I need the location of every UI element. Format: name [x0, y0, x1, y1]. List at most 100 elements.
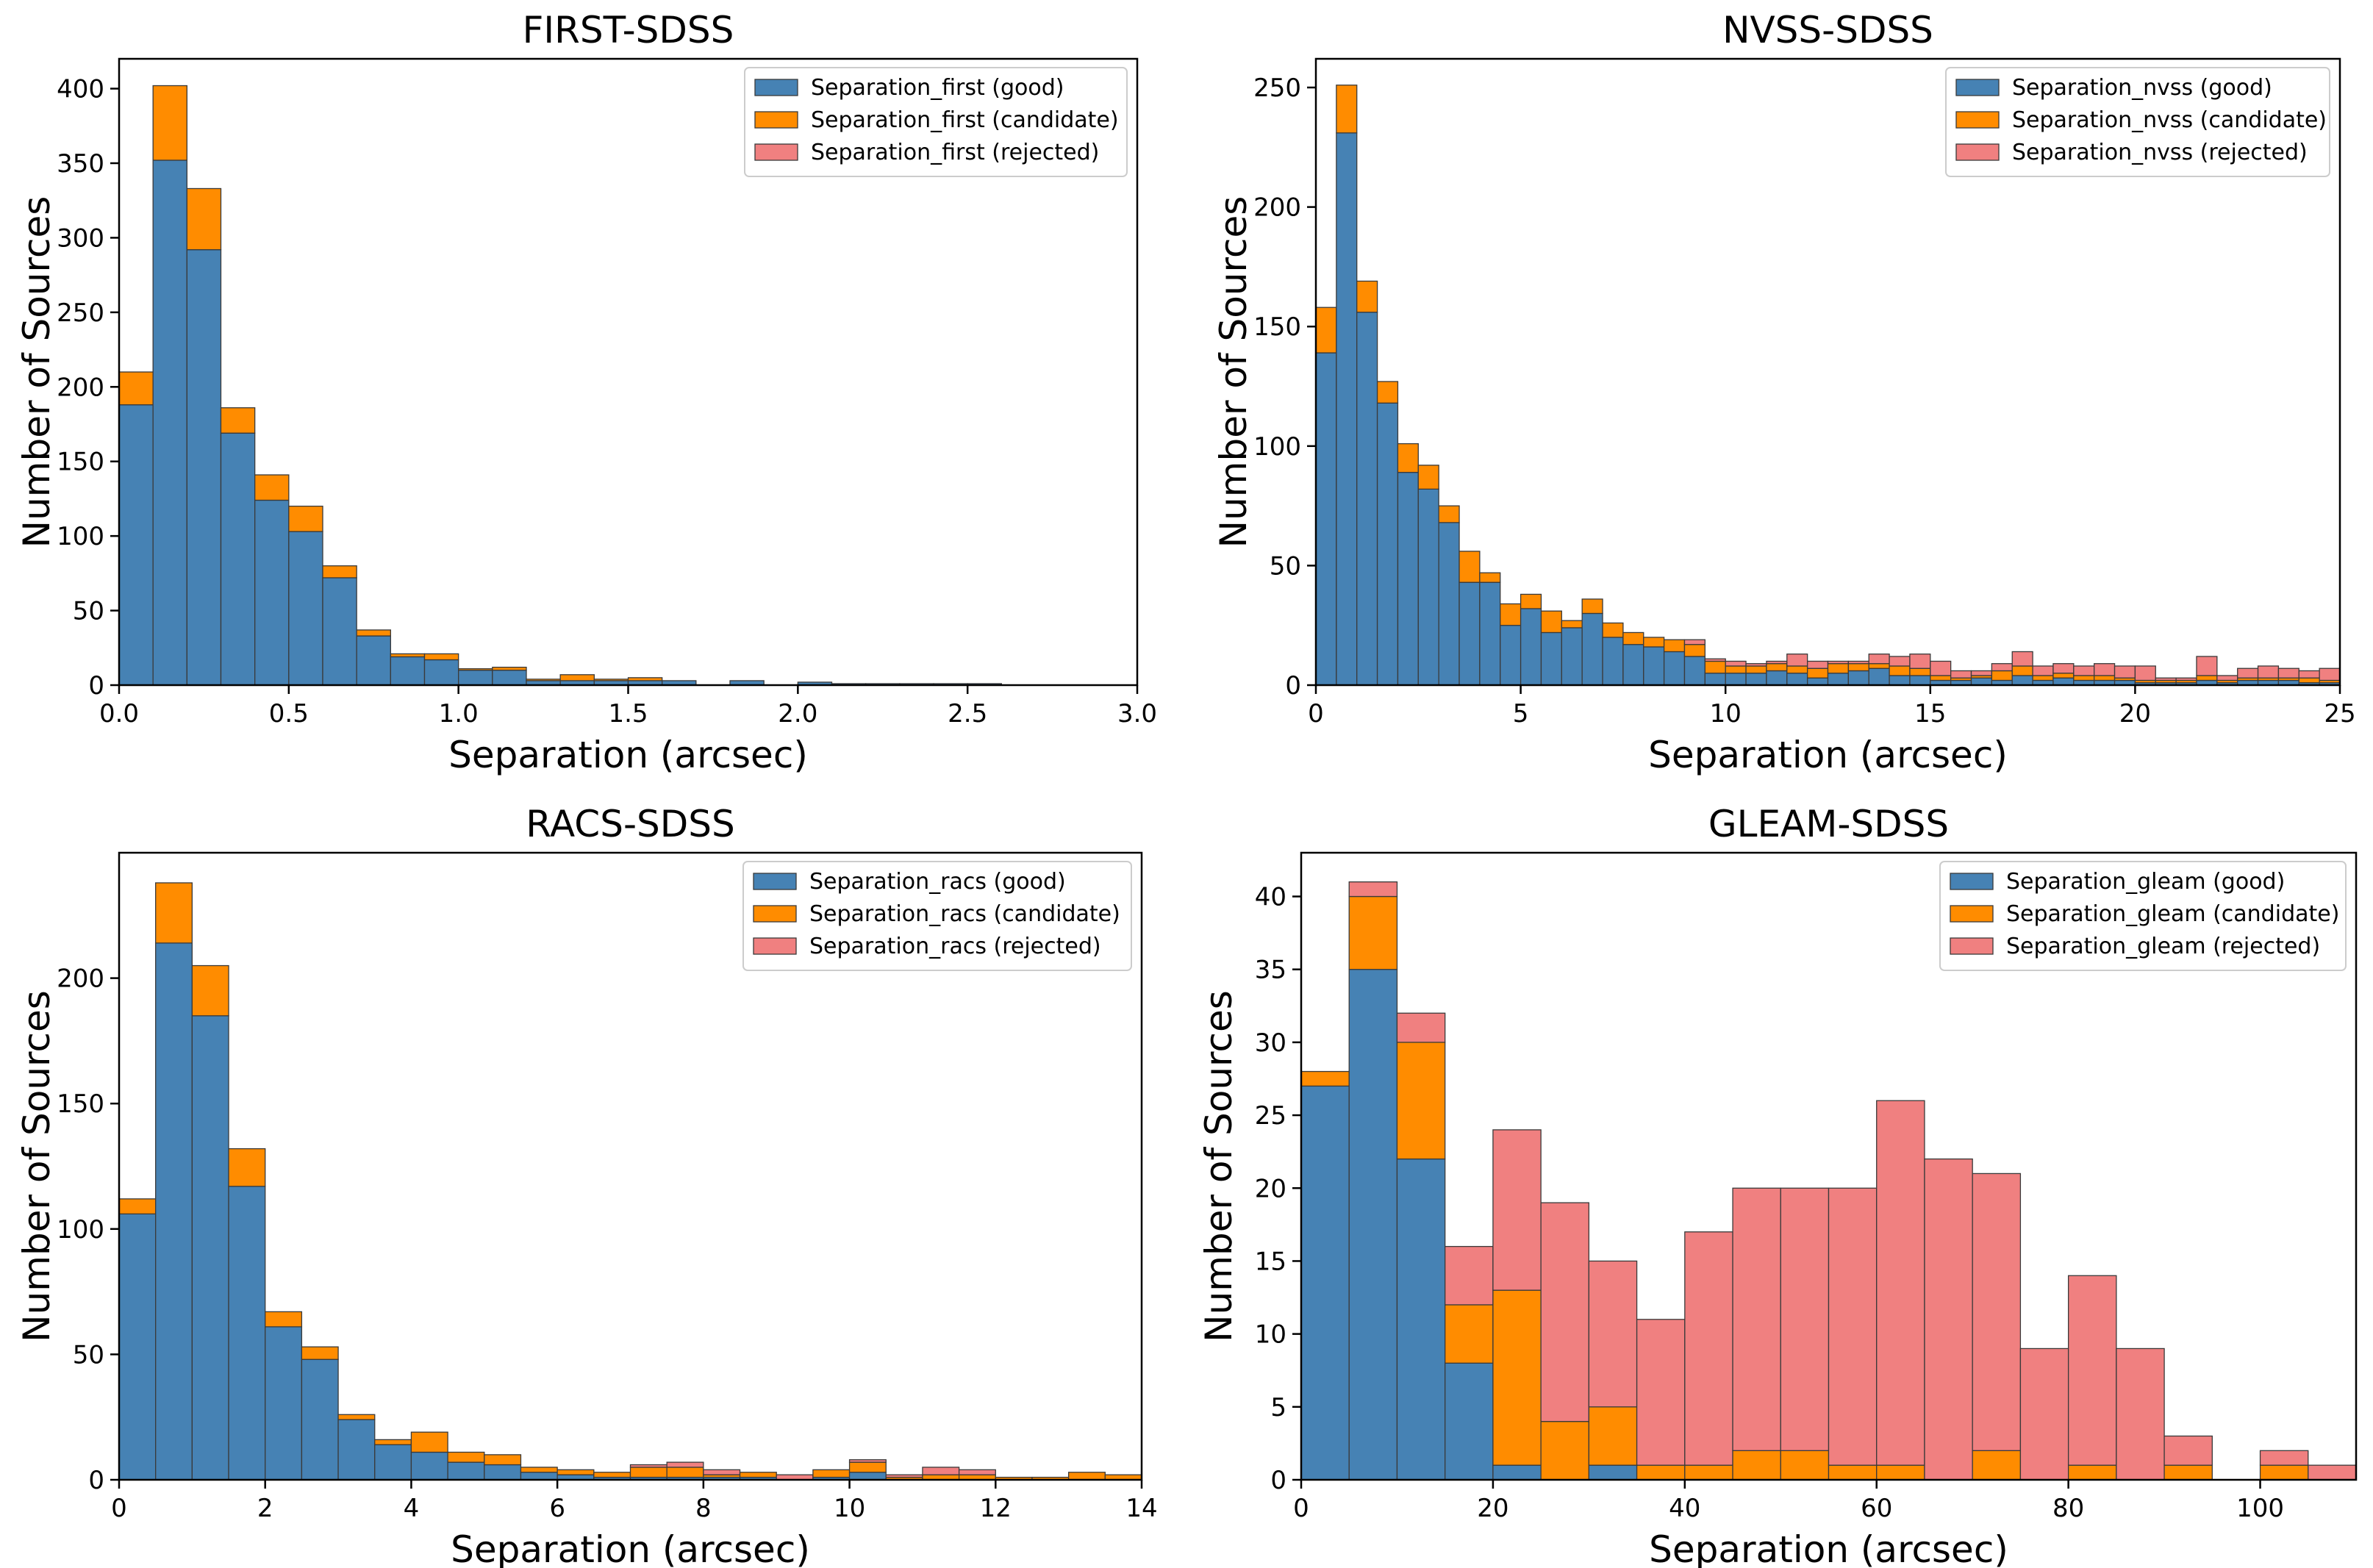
bar-good [356, 635, 391, 686]
bar-candidate [593, 679, 629, 681]
bar-rejected [1683, 639, 1706, 645]
bar-rejected [1348, 881, 1398, 898]
bar-candidate [1540, 610, 1562, 634]
panel-title: RACS-SDSS [526, 803, 734, 845]
panel-title: FIRST-SDSS [523, 9, 734, 51]
legend-label: Separation_nvss (good) [2012, 75, 2272, 101]
y-tick-label: 20 [1255, 1174, 1286, 1203]
bar-good [2011, 675, 2033, 686]
bar-candidate [2052, 673, 2075, 679]
bar-good [1725, 673, 1747, 686]
y-tick-label: 0 [1270, 1466, 1286, 1495]
x-tick-label: 8 [695, 1494, 712, 1523]
bar-candidate [2259, 1464, 2309, 1481]
bar-good [1602, 637, 1624, 686]
bar-candidate [2011, 665, 2033, 676]
bar-rejected [2073, 665, 2095, 676]
bar-good [423, 659, 459, 686]
x-tick-label: 0.5 [269, 699, 309, 728]
bar-candidate [1540, 1421, 1590, 1481]
bar-good [1683, 656, 1706, 686]
y-tick-label: 10 [1255, 1320, 1286, 1350]
bar-rejected [958, 1469, 996, 1475]
bar-candidate [848, 1461, 887, 1473]
bar-candidate [1725, 665, 1747, 674]
plot-frame [1314, 57, 2341, 687]
bar-good [152, 160, 187, 686]
bar-candidate [186, 187, 222, 251]
bar-candidate [155, 882, 193, 944]
bar-good [1520, 608, 1542, 686]
bar-rejected [2011, 651, 2033, 667]
y-axis-label: Number of Sources [1212, 196, 1255, 548]
bar-candidate [1909, 667, 1931, 676]
x-tick-label: 2.5 [948, 699, 987, 728]
bar-candidate [492, 667, 527, 671]
y-tick-label: 250 [1253, 74, 1301, 103]
x-tick-label: 1.5 [608, 699, 648, 728]
x-axis-label: Separation (arcsec) [451, 1528, 810, 1568]
bar-rejected [1847, 660, 1869, 665]
bar-candidate [1438, 505, 1460, 523]
bar-good [1909, 675, 1931, 686]
bar-good [1479, 581, 1501, 686]
x-tick-label: 20 [1477, 1494, 1508, 1523]
bar-candidate [220, 407, 256, 434]
bar-candidate [1067, 1472, 1106, 1481]
y-tick-label: 250 [57, 298, 104, 328]
bar-rejected [2277, 667, 2299, 679]
x-tick-label: 100 [2236, 1494, 2284, 1523]
bar-good [520, 1472, 558, 1481]
bar-good [254, 499, 290, 686]
y-axis-label: Number of Sources [1198, 990, 1240, 1342]
bar-candidate [1766, 663, 1788, 672]
legend-label: Separation_first (candidate) [811, 107, 1119, 133]
bar-rejected [2155, 677, 2177, 681]
bar-rejected [922, 1467, 960, 1475]
bar-rejected [1868, 654, 1890, 665]
bar-rejected [1725, 660, 1747, 667]
y-tick-label: 150 [57, 1089, 104, 1119]
bar-rejected [1991, 663, 2013, 672]
bar-good [337, 1419, 376, 1481]
bar-candidate [118, 371, 154, 406]
bar-candidate [337, 1414, 376, 1420]
x-tick-label: 0 [1308, 699, 1324, 728]
bar-candidate [1889, 665, 1911, 676]
bar-candidate [322, 565, 357, 579]
x-tick-label: 10 [1710, 699, 1742, 728]
x-tick-label: 5 [1513, 699, 1529, 728]
bar-candidate [1972, 1450, 2022, 1481]
bar-candidate [2163, 1464, 2213, 1481]
bar-candidate [1663, 639, 1686, 653]
bar-candidate [1479, 572, 1501, 583]
bar-good [118, 1213, 157, 1481]
bar-rejected [1540, 1202, 1590, 1422]
bar-candidate [301, 1346, 339, 1360]
y-tick-label: 100 [57, 522, 104, 551]
bar-good [1396, 1158, 1446, 1481]
bar-candidate [1876, 1464, 1925, 1481]
bar-rejected [1970, 670, 1993, 676]
bar-candidate [484, 1454, 522, 1466]
legend-label: Separation_gleam (good) [2006, 869, 2285, 895]
legend: Separation_first (good) Separation_first … [744, 67, 1128, 177]
bar-good [1445, 1362, 1494, 1481]
bar-candidate [1806, 667, 1829, 679]
x-tick-label: 80 [2052, 1494, 2084, 1523]
legend: Separation_racs (good) Separation_racs (c… [742, 861, 1132, 971]
bar-good [1588, 1464, 1638, 1481]
legend-label: Separation_nvss (rejected) [2012, 140, 2308, 165]
bar-rejected [2134, 665, 2156, 681]
bar-good [1417, 488, 1439, 686]
bar-good [118, 404, 154, 686]
legend-swatch-rejected [1950, 937, 1994, 955]
bar-candidate [1376, 381, 1399, 404]
legend-swatch-rejected [1955, 143, 2000, 161]
bar-good [322, 577, 357, 686]
bar-good [1458, 581, 1481, 686]
bar-rejected [1766, 660, 1788, 665]
bar-rejected [2032, 665, 2054, 676]
